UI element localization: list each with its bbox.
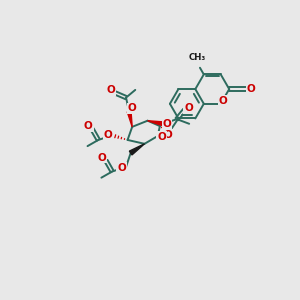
- Polygon shape: [129, 144, 145, 155]
- Text: O: O: [163, 130, 172, 140]
- Text: O: O: [246, 84, 255, 94]
- Text: O: O: [219, 96, 227, 106]
- Text: O: O: [184, 103, 193, 113]
- Text: O: O: [157, 132, 166, 142]
- Text: O: O: [163, 119, 171, 129]
- Polygon shape: [148, 121, 164, 126]
- Text: O: O: [98, 153, 106, 163]
- Text: CH₃: CH₃: [189, 53, 206, 62]
- Text: O: O: [128, 103, 136, 113]
- Text: O: O: [84, 121, 93, 131]
- Text: O: O: [117, 163, 126, 173]
- Polygon shape: [127, 111, 132, 127]
- Text: O: O: [104, 130, 113, 140]
- Text: O: O: [106, 85, 115, 95]
